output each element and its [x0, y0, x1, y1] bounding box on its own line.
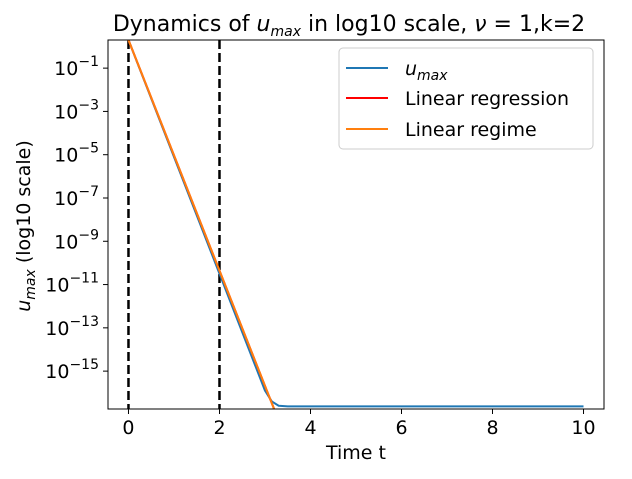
legend-umax-var: u: [405, 58, 417, 80]
x-axis-label: Time t: [325, 442, 386, 464]
legend-label-linear-regression: Linear regression: [405, 88, 569, 110]
y-tick-label: 10−5: [54, 141, 99, 167]
x-tick-label: 0: [122, 417, 134, 439]
plot-area: [127, 40, 584, 409]
title-nu: ν: [474, 12, 486, 37]
y-tick-label: 10−3: [54, 97, 99, 123]
legend-label-linear-regime: Linear regime: [405, 119, 537, 141]
x-tick-label: 2: [213, 417, 225, 439]
axes-frame: [107, 39, 605, 410]
y-tick-label: 10−13: [45, 314, 99, 340]
title-nu-rest: = 1,k=2: [487, 12, 586, 37]
x-tick-label: 8: [486, 417, 498, 439]
legend-label-umax: umax: [405, 58, 448, 84]
x-tick-label: 4: [304, 417, 316, 439]
legend: umax Linear regression Linear regime: [338, 47, 594, 150]
tick-layer: 0 2 4 6 8 10 10−1 10−3 10−5 10−7 10−9 10−11 10−13 10−…: [45, 54, 595, 439]
title-prefix: Dynamics of: [113, 12, 257, 37]
y-tick-label: 10−9: [54, 227, 99, 253]
chart-title: Dynamics of umax in log10 scale, ν = 1,k…: [113, 12, 585, 40]
series-line-linear-regime: [127, 40, 276, 409]
y-tick-label: 10−11: [45, 271, 99, 297]
legend-box: [338, 47, 594, 150]
x-tick-label: 6: [395, 417, 407, 439]
y-tick-label: 10−15: [45, 357, 99, 383]
x-tick-label: 10: [571, 417, 595, 439]
y-axis-label: umax (log10 scale): [13, 140, 39, 312]
y-tick-label: 10−7: [54, 184, 99, 210]
legend-umax-sub: max: [417, 68, 448, 84]
series-line-umax: [127, 40, 584, 408]
y-tick-label: 10−1: [54, 54, 99, 80]
y-label-sub: max: [23, 269, 39, 300]
y-label-var: u: [13, 300, 35, 312]
title-suffix: in log10 scale,: [301, 12, 474, 37]
y-label-rest: (log10 scale): [13, 140, 35, 269]
title-var: u: [257, 12, 271, 37]
title-var-sub: max: [270, 24, 301, 40]
